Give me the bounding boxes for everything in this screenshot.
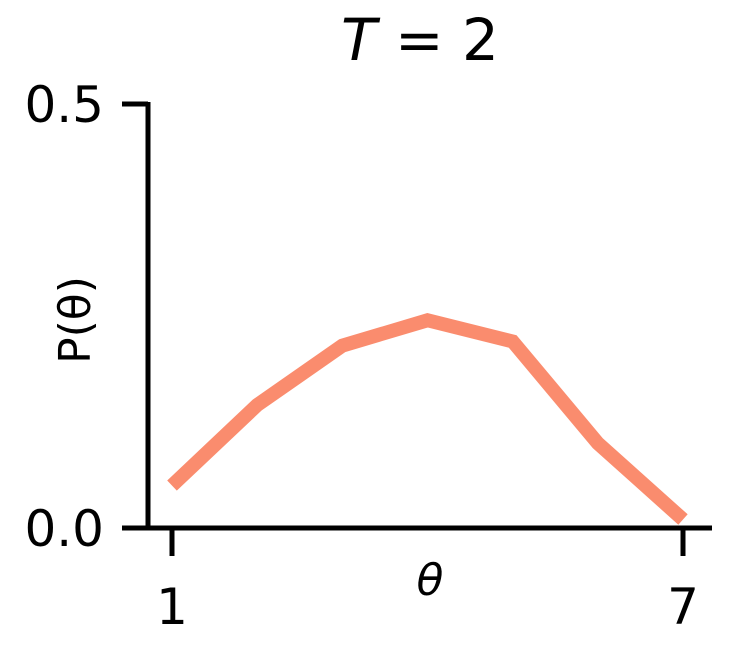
- series-layer: [167, 312, 688, 525]
- chart-title: T = 2: [341, 6, 499, 74]
- y-axis-label: P(θ): [50, 276, 101, 364]
- y-ticks: 0.0 0.5: [24, 76, 148, 558]
- y-tick-label: 0.5: [24, 76, 104, 134]
- x-tick-label: 1: [156, 578, 188, 636]
- chart-title-rest: = 2: [377, 6, 499, 74]
- x-tick-label: 7: [667, 578, 699, 636]
- chart-title-variable: T: [341, 6, 381, 74]
- y-tick-label: 0.0: [24, 500, 104, 558]
- series-line: [167, 312, 688, 525]
- x-axis-label: θ: [417, 555, 444, 606]
